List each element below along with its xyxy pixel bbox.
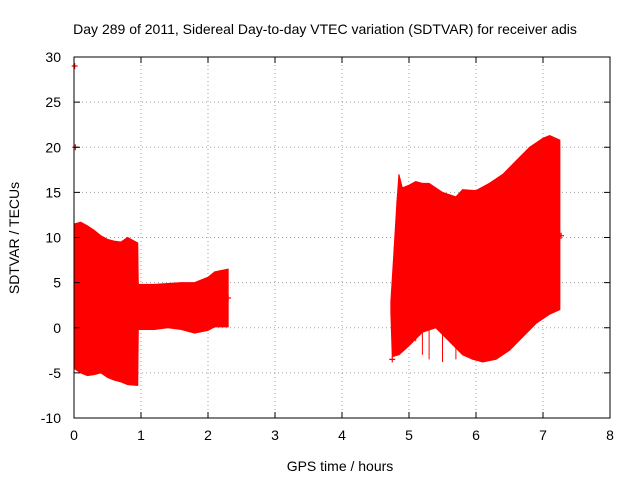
data-point: [71, 63, 78, 70]
y-axis-label: SDTVAR / TECUs: [6, 182, 22, 294]
x-tick-label: 4: [338, 427, 346, 443]
x-tick-label: 1: [137, 427, 145, 443]
x-tick-label: 2: [204, 427, 212, 443]
x-tick-label: 0: [70, 427, 78, 443]
data-point: [225, 294, 232, 301]
data-point: [558, 232, 565, 239]
y-tick-label: 20: [45, 139, 61, 155]
chart-title: Day 289 of 2011, Sidereal Day-to-day VTE…: [73, 21, 577, 37]
y-tick-label: 0: [53, 320, 61, 336]
x-tick-label: 5: [405, 427, 413, 443]
data-point: [389, 356, 396, 363]
y-tick-label: 25: [45, 94, 61, 110]
y-tick-label: 5: [53, 275, 61, 291]
y-tick-label: 15: [45, 184, 61, 200]
data-point: [138, 306, 144, 313]
x-tick-label: 6: [472, 427, 480, 443]
x-tick-label: 7: [539, 427, 547, 443]
x-tick-label: 3: [271, 427, 279, 443]
y-tick-label: -10: [41, 410, 61, 426]
x-axis-label: GPS time / hours: [287, 458, 394, 474]
data-series: [71, 63, 565, 387]
y-tick-label: 30: [45, 49, 61, 65]
x-tick-label: 8: [606, 427, 614, 443]
axis-ticks: 0 1 2 3 4 5 6 7 8 -10 -5 0 5 10 15 20 25 30: [41, 49, 614, 443]
y-tick-label: -5: [49, 365, 62, 381]
y-tick-label: 10: [45, 230, 61, 246]
grid: [74, 57, 610, 418]
